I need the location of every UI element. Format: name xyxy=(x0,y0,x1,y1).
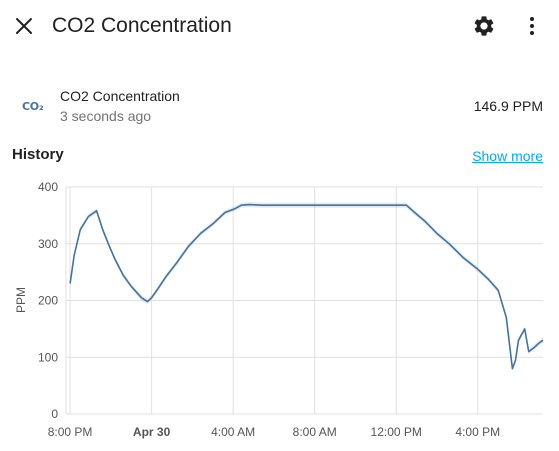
entity-name: CO2 Concentration xyxy=(60,88,180,104)
x-axis-ticks: 8:00 PM Apr 30 4:00 AM 8:00 AM 12:00 PM 4:00 … xyxy=(48,425,500,439)
close-button[interactable] xyxy=(10,12,38,40)
settings-button[interactable] xyxy=(470,12,498,40)
series-line xyxy=(70,205,543,369)
show-more-link[interactable]: Show more xyxy=(472,148,543,164)
history-chart[interactable]: 0 100 200 300 400 8:00 PM Apr 30 4:00 AM 8:00 A… xyxy=(0,170,559,451)
y-tick-label: 0 xyxy=(51,407,58,421)
y-tick-label: 200 xyxy=(38,294,58,308)
entity-state: 146.9 PPM xyxy=(474,98,543,114)
y-tick-label: 400 xyxy=(38,180,58,194)
y-axis-ticks: 0 100 200 300 400 xyxy=(38,180,58,421)
x-tick-label: 4:00 PM xyxy=(455,425,500,439)
more-options-button[interactable] xyxy=(520,12,544,40)
gear-icon xyxy=(472,14,496,38)
entity-row: CO₂ CO2 Concentration 3 seconds ago 146.… xyxy=(0,84,559,130)
x-tick-label: 12:00 PM xyxy=(371,425,422,439)
series-range-band xyxy=(70,202,543,371)
history-title: History xyxy=(12,146,64,163)
dialog-header: CO2 Concentration xyxy=(0,0,559,52)
molecule-co2-icon: CO₂ xyxy=(22,100,43,113)
chart-grid xyxy=(66,187,543,414)
y-tick-label: 300 xyxy=(38,237,58,251)
entity-last-changed: 3 seconds ago xyxy=(60,108,151,124)
x-tick-label: 8:00 AM xyxy=(293,425,337,439)
y-axis-label: PPM xyxy=(14,287,28,313)
dialog-title: CO2 Concentration xyxy=(52,12,232,40)
x-tick-label: 4:00 AM xyxy=(211,425,255,439)
y-tick-label: 100 xyxy=(38,350,58,364)
more-vertical-icon xyxy=(529,16,535,36)
close-icon xyxy=(15,17,33,35)
x-tick-label: Apr 30 xyxy=(133,425,171,439)
x-tick-label: 8:00 PM xyxy=(48,425,93,439)
